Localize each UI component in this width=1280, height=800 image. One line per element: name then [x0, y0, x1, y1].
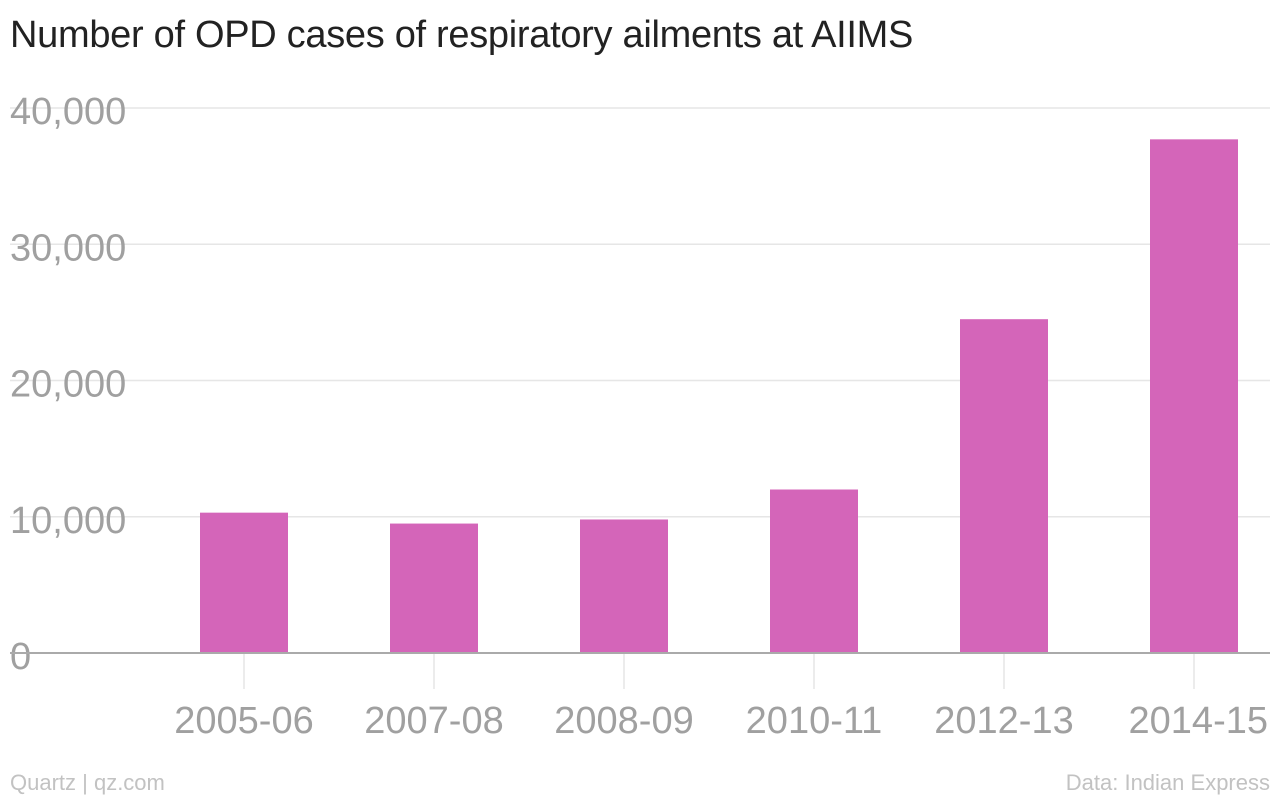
- x-tick-label: 2007-08: [364, 700, 503, 742]
- gridlines: [10, 107, 1270, 518]
- y-axis-tick-labels: 0 10,000 20,000 30,000 40,000: [10, 91, 126, 678]
- x-axis: [10, 652, 1270, 689]
- y-tick-label: 20,000: [10, 364, 126, 406]
- bars: [200, 139, 1238, 653]
- chart-title: Number of OPD cases of respiratory ailme…: [10, 14, 914, 56]
- y-tick-label: 40,000: [10, 91, 126, 133]
- bar-2008-09: [580, 519, 668, 653]
- bar-2005-06: [200, 512, 288, 653]
- x-axis-tick-labels: 2005-06 2007-08 2008-09 2010-11 2012-13 2014-…: [174, 700, 1268, 742]
- bar-2012-13: [960, 319, 1048, 653]
- x-tick-label: 2012-13: [934, 700, 1073, 742]
- bar-2007-08: [390, 523, 478, 653]
- x-tick-label: 2005-06: [174, 700, 313, 742]
- y-tick-label: 30,000: [10, 227, 126, 269]
- x-tick-label: 2008-09: [554, 700, 693, 742]
- data-source: Data: Indian Express: [1065, 770, 1270, 795]
- x-tick-label: 2010-11: [746, 700, 883, 742]
- bar-2010-11: [770, 489, 858, 653]
- y-tick-label: 0: [10, 636, 31, 678]
- bar-2014-15: [1150, 139, 1238, 653]
- source-credit: Quartz | qz.com: [10, 770, 165, 795]
- x-tick-label: 2014-15: [1129, 700, 1268, 742]
- y-tick-label: 10,000: [10, 500, 126, 542]
